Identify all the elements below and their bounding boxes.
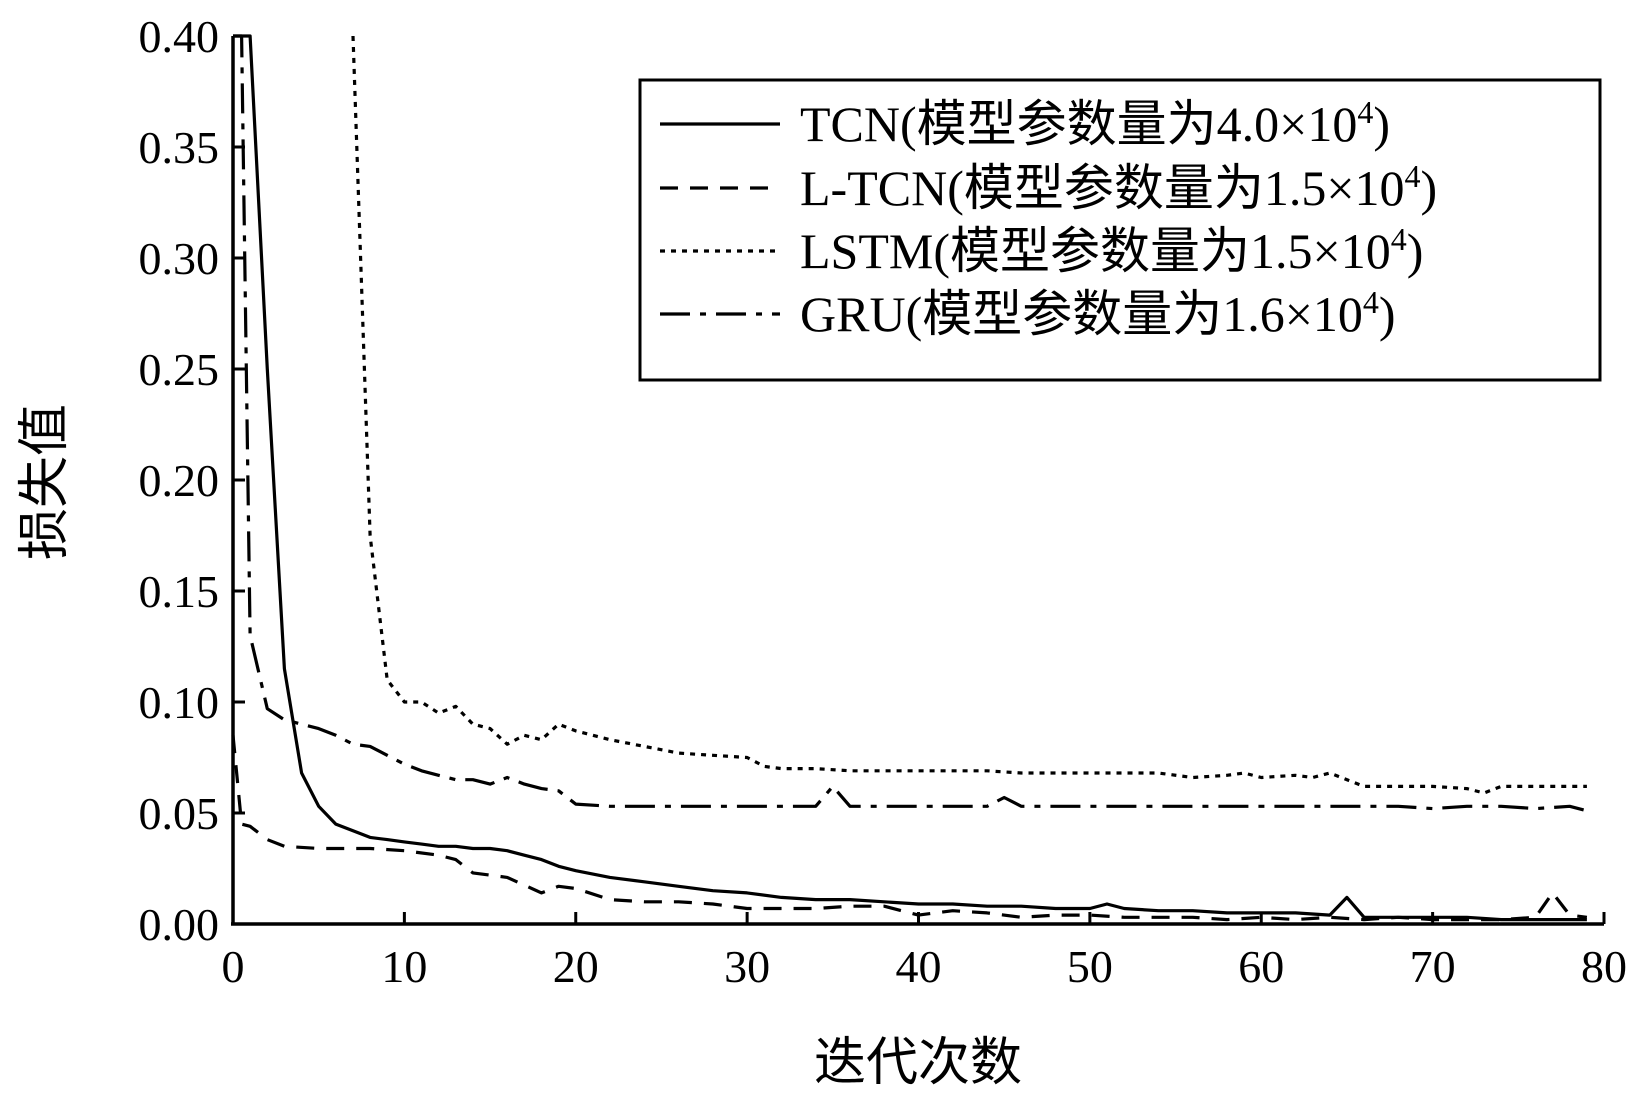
y-tick-label: 0.20 (139, 455, 220, 506)
series-line-solid (233, 34, 1587, 922)
x-tick-label: 40 (896, 941, 942, 992)
y-axis-title: 损失值 (15, 404, 75, 560)
series-layer (231, 34, 1588, 922)
x-tick-label: 80 (1581, 941, 1627, 992)
y-tick-label: 0.40 (139, 11, 220, 62)
x-tick-label: 0 (222, 941, 245, 992)
y-tick-label: 0.35 (139, 122, 220, 173)
legend: TCN(模型参数量为4.0×104) L-TCN(模型参数量为1.5×104)LS… (638, 78, 1602, 382)
x-tick-label: 20 (553, 941, 599, 992)
y-tick-label: 0.30 (139, 233, 220, 284)
legend-label: GRU(模型参数量为1.6×104) (800, 284, 1396, 342)
series-line-dashdot (233, 34, 1588, 813)
x-tick-label: 10 (381, 941, 427, 992)
x-tick-label: 50 (1067, 941, 1113, 992)
x-axis-title: 迭代次数 (814, 1033, 1022, 1093)
y-tick-label: 0.10 (139, 677, 220, 728)
series-line-dashed (231, 735, 1588, 922)
y-tick-label: 0.25 (139, 344, 220, 395)
legend-label: L-TCN(模型参数量为1.5×104) (800, 158, 1437, 216)
y-tick-label: 0.00 (139, 899, 220, 950)
x-tick-label: 30 (724, 941, 770, 992)
x-tick-label: 70 (1410, 941, 1456, 992)
ticks-layer: 0.00 0.05 0.10 0.15 0.20 0.25 0.30 0.35 0.40 0 10 2… (139, 11, 1628, 992)
y-tick-label: 0.05 (139, 788, 220, 839)
series-line-dotted (351, 35, 1587, 795)
legend-label: LSTM(模型参数量为1.5×104) (800, 221, 1423, 279)
y-tick-label: 0.15 (139, 566, 220, 617)
legend-label: TCN(模型参数量为4.0×104) (800, 94, 1390, 152)
legend-box (638, 78, 1602, 382)
x-tick-label: 60 (1238, 941, 1284, 992)
